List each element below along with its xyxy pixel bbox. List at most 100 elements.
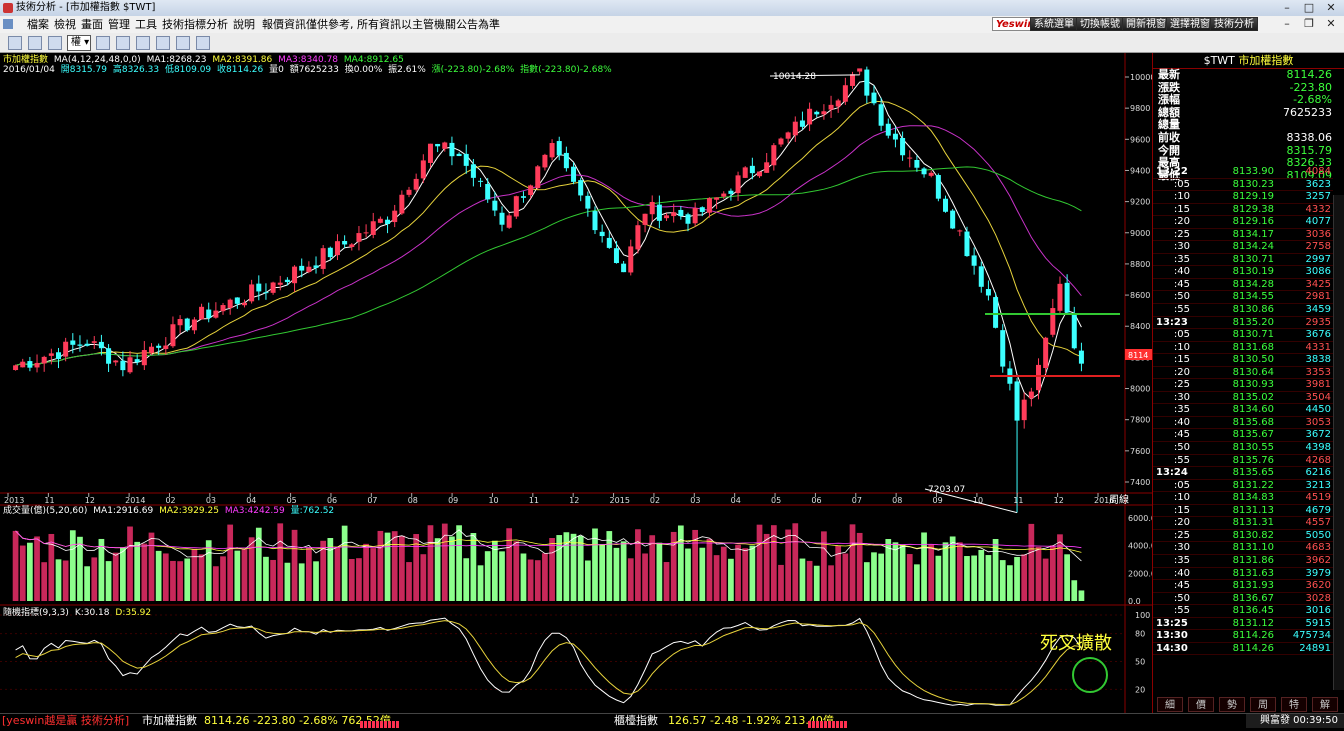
tick-row[interactable]: :30 8135.02 3504 [1153,392,1333,405]
tick-row[interactable]: :10 8134.83 4519 [1153,492,1333,505]
chart-color-icon[interactable] [96,36,110,50]
tick-row[interactable]: :30 8131.10 4683 [1153,542,1333,555]
tick-row[interactable]: 13:22 8133.90 4084 [1153,166,1333,179]
layout-icon[interactable] [176,36,190,50]
candle-body [935,175,941,199]
tick-row[interactable]: :50 8136.67 3028 [1153,593,1333,606]
quote-tab[interactable]: 細 [1157,697,1183,712]
chart-panel[interactable]: 1000098009600940092009000880086008400820… [0,53,1152,713]
quote-tab[interactable]: 解 [1312,697,1338,712]
tick-row[interactable]: 13:30 8114.26 475734 [1153,630,1333,643]
tick-row[interactable]: :55 8135.76 4268 [1153,455,1333,468]
tick-row[interactable]: :30 8134.24 2758 [1153,241,1333,254]
tick-row[interactable]: :40 8135.68 3053 [1153,417,1333,430]
zoom-icon[interactable] [48,36,62,50]
menu-screen[interactable]: 畫面 [81,18,103,31]
tick-row[interactable]: 13:23 8135.20 2935 [1153,317,1333,330]
menu-view[interactable]: 檢視 [54,18,76,31]
tick-time: :10 [1173,341,1190,353]
select-window-button[interactable]: 選擇視窗 [1166,17,1214,31]
tick-row[interactable]: :45 8134.28 3425 [1153,279,1333,292]
tick-row[interactable]: :55 8130.86 3459 [1153,304,1333,317]
candle-body [399,194,405,214]
tick-row[interactable]: :40 8130.19 3086 [1153,266,1333,279]
tick-row[interactable]: :40 8131.63 3979 [1153,568,1333,581]
tick-row[interactable]: 13:25 8131.12 5915 [1153,618,1333,631]
tick-row[interactable]: :25 8134.17 3036 [1153,229,1333,242]
tick-row[interactable]: 14:30 8114.26 24891 [1153,643,1333,656]
menu-file[interactable]: 檔案 [27,18,49,31]
menu-indicators[interactable]: 技術指標 [162,18,206,31]
draw-tool-icon[interactable] [116,36,130,50]
volume-bar [1028,523,1035,601]
tick-row[interactable]: :25 8130.93 3981 [1153,379,1333,392]
menu-analysis[interactable]: 分析 [206,18,228,31]
candle-body [113,360,119,363]
volume-bar [520,553,527,601]
technical-chart[interactable]: 1000098009600940092009000880086008400820… [0,53,1152,713]
quote-tab[interactable]: 勢 [1219,697,1245,712]
tick-row[interactable]: :50 8130.55 4398 [1153,442,1333,455]
tick-row[interactable]: 13:24 8135.65 6216 [1153,467,1333,480]
compare-icon[interactable] [156,36,170,50]
mdi-close-button[interactable]: ✕ [1326,17,1336,30]
tick-row[interactable]: :45 8135.67 3672 [1153,429,1333,443]
tick-scrollbar[interactable] [1333,195,1344,690]
candle-body [134,359,140,363]
tick-row[interactable]: :35 8131.86 3962 [1153,555,1333,568]
quote-row-label: 最新 [1158,68,1180,81]
tick-row[interactable]: :20 8130.64 3353 [1153,367,1333,380]
system-menu-button[interactable]: 系統選單 [1030,17,1078,31]
tick-row[interactable]: :15 8131.13 4679 [1153,505,1333,518]
period-select[interactable]: 權 ▾ [67,35,91,51]
volume-bar [1049,545,1056,601]
tick-row[interactable]: :05 8131.22 3213 [1153,480,1333,493]
tick-row[interactable]: :20 8131.31 4557 [1153,517,1333,530]
tick-row[interactable]: :50 8134.55 2981 [1153,291,1333,305]
switch-account-button[interactable]: 切換帳號 [1076,17,1124,31]
menu-manage[interactable]: 管理 [108,18,130,31]
mdi-restore-button[interactable]: ❐ [1304,17,1314,30]
volume-bar [649,535,656,601]
tick-time: :05 [1173,329,1190,341]
bar-low: 低8109.09 [165,63,211,75]
xtick-label: 06 [811,496,821,505]
maximize-button[interactable]: □ [1303,1,1315,14]
volume-bar [155,550,162,601]
tick-row[interactable]: :05 8130.23 3623 [1153,179,1333,192]
tick-row[interactable]: :35 8134.60 4450 [1153,404,1333,417]
volume-bar [1014,557,1020,601]
menu-tools[interactable]: 工具 [135,18,157,31]
export-icon[interactable] [196,36,210,50]
close-button[interactable]: ✕ [1326,1,1336,14]
quote-tab[interactable]: 價 [1188,697,1214,712]
tick-row[interactable]: :25 8130.82 5050 [1153,530,1333,543]
volume-bar [1078,590,1085,601]
tick-time: :10 [1173,191,1190,203]
tick-row[interactable]: :15 8129.38 4332 [1153,204,1333,217]
period-select-value: 權 [71,37,81,48]
tick-row[interactable]: :45 8131.93 3620 [1153,580,1333,593]
minimize-button[interactable]: – [1284,1,1290,14]
tick-row[interactable]: :55 8136.45 3016 [1153,605,1333,618]
tick-row[interactable]: :15 8130.50 3838 [1153,354,1333,367]
indicator-icon[interactable] [136,36,150,50]
death-cross-annotation: 死叉擴散 [1040,633,1112,654]
volume-bar [248,537,255,601]
tick-row[interactable]: :20 8129.16 4077 [1153,216,1333,229]
tick-row[interactable]: :35 8130.71 2997 [1153,254,1333,267]
tick-price: 8130.82 [1232,529,1274,541]
menu-help[interactable]: 說明 [233,18,255,31]
tick-row[interactable]: :05 8130.71 3676 [1153,329,1333,342]
mdi-minimize-button[interactable]: – [1284,17,1290,30]
vol-ma3: MA3:4242.59 [225,506,285,516]
technical-analysis-button[interactable]: 技術分析 [1210,17,1258,31]
tick-row[interactable]: :10 8129.19 3257 [1153,191,1333,204]
tick-row[interactable]: :10 8131.68 4331 [1153,342,1333,355]
move-icon[interactable] [28,36,42,50]
crosshair-icon[interactable] [8,36,22,50]
new-window-button[interactable]: 開新視窗 [1122,17,1170,31]
quote-tab[interactable]: 周 [1250,697,1276,712]
tick-list[interactable]: 13:22 8133.90 4084:05 8130.23 3623:10 8129.19… [1153,166,1333,656]
quote-tab[interactable]: 特 [1281,697,1307,712]
